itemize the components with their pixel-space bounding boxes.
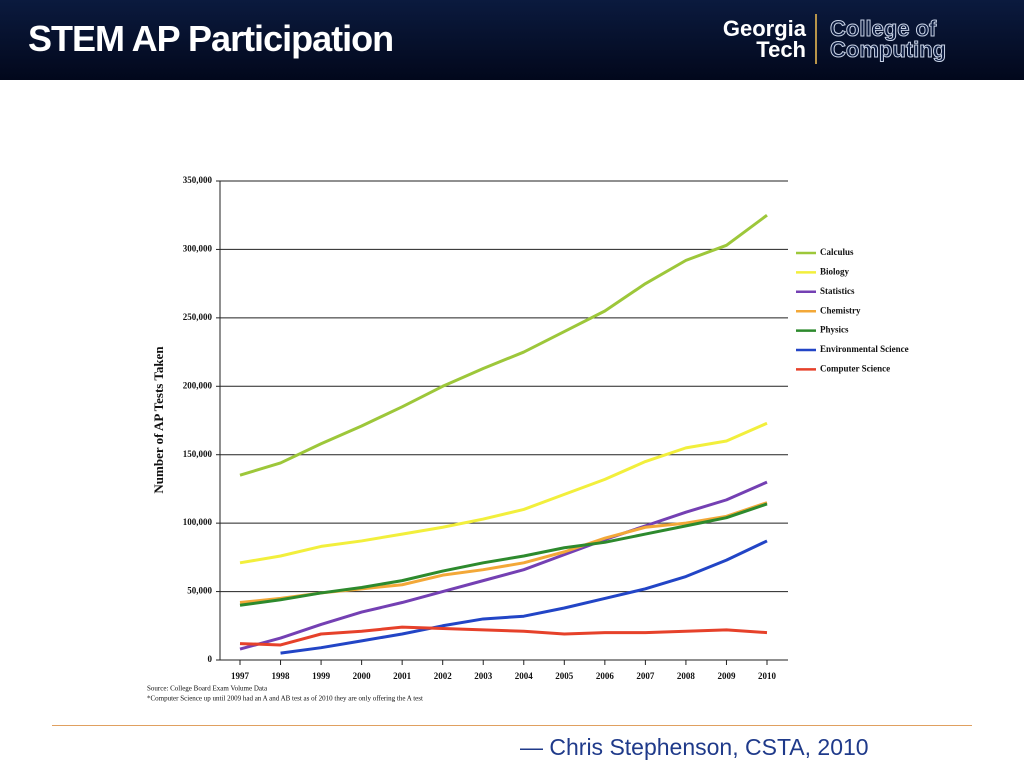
- legend-label: Environmental Science: [820, 344, 909, 354]
- legend-label: Biology: [820, 266, 850, 276]
- y-tick-label: 50,000: [187, 586, 212, 596]
- logo-text: Tech: [756, 37, 806, 62]
- logo-text: College of: [829, 16, 937, 41]
- y-tick-label: 300,000: [183, 243, 213, 253]
- series-line: [239, 501, 768, 605]
- quote: — Chris Stephenson, CSTA, 2010: [520, 734, 869, 760]
- x-tick-label: 2005: [555, 671, 574, 681]
- x-tick-label: 2008: [677, 671, 696, 681]
- x-tick-label: 2002: [434, 671, 453, 681]
- x-tick-label: 2010: [758, 671, 777, 681]
- footnote: *Computer Science up until 2009 had an A…: [147, 695, 423, 703]
- y-axis-label: Number of AP Tests Taken: [151, 346, 166, 494]
- logo-text: Computing: [829, 37, 947, 62]
- series-line: [239, 214, 768, 477]
- y-tick-label: 350,000: [183, 175, 213, 185]
- legend-label: Calculus: [820, 247, 854, 257]
- series-line: [239, 421, 768, 565]
- logo-text: Georgia: [722, 16, 806, 41]
- x-tick-label: 1999: [312, 671, 331, 681]
- y-tick-label: 200,000: [183, 380, 213, 390]
- x-tick-label: 2000: [353, 671, 372, 681]
- x-tick-label: 2009: [717, 671, 736, 681]
- series-line: [239, 480, 768, 651]
- y-tick-label: 100,000: [183, 517, 213, 527]
- x-tick-label: 2004: [515, 671, 534, 681]
- y-tick-label: 250,000: [183, 312, 213, 322]
- logo-separator: [815, 14, 817, 64]
- series-line: [280, 539, 768, 655]
- x-tick-label: 2006: [596, 671, 615, 681]
- y-tick-label: 150,000: [183, 449, 213, 459]
- logo-georgia-tech: Georgia Tech: [698, 16, 806, 62]
- logo-college: College of Computing: [829, 16, 947, 62]
- x-tick-label: 1998: [272, 671, 291, 681]
- x-tick-label: 2003: [474, 671, 493, 681]
- header-bar: [0, 0, 1024, 80]
- x-tick-label: 2007: [636, 671, 655, 681]
- series-line: [239, 625, 768, 647]
- legend-label: Physics: [820, 325, 849, 335]
- legend-label: Chemistry: [820, 305, 861, 315]
- series-line: [239, 502, 768, 607]
- x-tick-label: 1997: [231, 671, 250, 681]
- legend-label: Computer Science: [820, 363, 890, 373]
- source-note: Source: College Board Exam Volume Data: [147, 685, 268, 693]
- divider: [52, 725, 972, 726]
- legend-label: Statistics: [820, 286, 855, 296]
- slide-title: STEM AP Participation: [28, 18, 394, 59]
- y-tick-label: 0: [208, 654, 213, 664]
- x-tick-label: 2001: [393, 671, 412, 681]
